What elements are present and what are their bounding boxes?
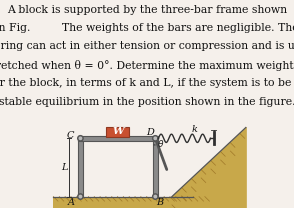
Text: W: W xyxy=(112,128,124,136)
Text: B: B xyxy=(156,198,163,207)
Text: k: k xyxy=(192,125,198,134)
Text: D: D xyxy=(146,128,154,137)
Bar xyxy=(106,127,129,137)
Polygon shape xyxy=(172,127,247,208)
Circle shape xyxy=(154,137,156,140)
Text: C: C xyxy=(67,131,75,140)
Text: spring can act in either tension or compression and is un-: spring can act in either tension or comp… xyxy=(0,41,294,51)
Circle shape xyxy=(78,136,83,141)
Text: L: L xyxy=(61,163,68,172)
Text: A: A xyxy=(68,198,75,207)
Text: for the block, in terms of k and L, if the system is to be in: for the block, in terms of k and L, if t… xyxy=(0,78,294,88)
Text: $\theta$: $\theta$ xyxy=(157,138,165,149)
Bar xyxy=(78,136,158,141)
Text: A block is supported by the three-bar frame shown: A block is supported by the three-bar fr… xyxy=(7,5,287,15)
Circle shape xyxy=(79,137,82,140)
Bar xyxy=(78,138,83,197)
Polygon shape xyxy=(54,197,193,208)
Bar xyxy=(153,138,158,197)
Circle shape xyxy=(154,195,156,198)
Text: stretched when θ = 0°. Determine the maximum weight W: stretched when θ = 0°. Determine the max… xyxy=(0,60,294,71)
Circle shape xyxy=(79,195,82,198)
Circle shape xyxy=(153,136,158,141)
Text: in Fig.         The weights of the bars are negligible. The: in Fig. The weights of the bars are negl… xyxy=(0,23,294,33)
Circle shape xyxy=(78,194,83,199)
Text: stable equilibrium in the position shown in the figure.: stable equilibrium in the position shown… xyxy=(0,97,294,107)
Circle shape xyxy=(153,194,158,199)
